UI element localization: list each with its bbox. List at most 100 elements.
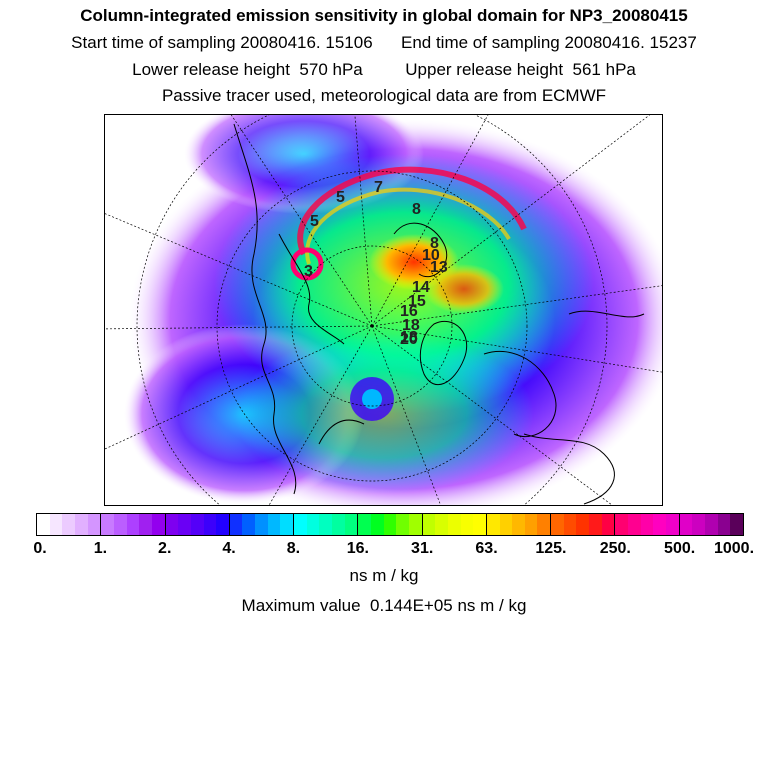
color-swatch [704,514,718,535]
tracer-info-line: Passive tracer used, meteorological data… [161,86,607,105]
color-swatch [486,514,500,535]
color-swatch [101,514,114,535]
color-swatch [396,514,409,535]
map-graphic: 5 7 8 5 8 10 13 3 14 15 16 18 18 20 [104,114,663,506]
color-swatch [203,514,217,535]
color-scale-segment [358,514,423,535]
color-scale-tick-label: 4. [222,540,236,557]
color-swatch [229,514,243,535]
color-scale-tick-label: 0. [33,540,47,557]
coastlines [233,123,645,505]
color-swatch [139,514,152,535]
color-swatch [165,514,179,535]
color-swatch [435,514,448,535]
color-scale-segment [229,514,295,535]
release-height-line: Lower release height 570 hPa Upper relea… [132,60,636,79]
color-swatch [717,514,731,535]
release-label: 8 [412,201,421,218]
color-swatch [473,514,486,535]
color-swatch [255,514,268,535]
color-swatch [49,514,63,535]
trajectory-band-inner [305,187,511,265]
map-frame [104,114,663,506]
release-label: 13 [430,259,448,276]
color-swatch [242,514,256,535]
release-label: 18 [402,317,420,334]
color-swatch [601,514,615,535]
color-swatch [319,514,333,535]
color-swatch [332,514,345,535]
hotspot-east [424,264,504,314]
graticule [104,114,663,506]
release-label: 5 [310,213,319,230]
sensitivity-map: 5 7 8 5 8 10 13 3 14 15 16 18 18 20 [104,114,663,506]
color-swatch [653,514,667,535]
color-scale-segment [615,514,680,535]
color-swatch [383,514,397,535]
color-swatch [589,514,602,535]
color-swatch [512,514,525,535]
color-scale-segment [551,514,616,535]
trajectory-band [297,166,527,256]
color-scale-segment [679,514,743,535]
color-swatch [151,514,165,535]
color-scale-bar [36,513,744,536]
color-swatch [344,514,358,535]
color-scale-tick-label: 1. [93,540,108,557]
release-label: 7 [374,179,383,196]
release-label: 20 [400,331,418,348]
color-scale-segment [294,514,359,535]
color-swatch [87,514,101,535]
color-swatch [666,514,679,535]
color-scale-tick-label: 2. [158,540,172,557]
release-label: 3 [304,263,313,280]
color-swatch [370,514,384,535]
map-title: Column-integrated emission sensitivity i… [80,6,688,25]
color-scale-segment [486,514,552,535]
color-scale-segment [165,514,230,535]
color-swatch [62,514,75,535]
color-swatch [576,514,590,535]
color-swatch [679,514,693,535]
color-scale-tick-label: 500. [664,540,696,557]
color-swatch [37,514,50,535]
color-swatch [563,514,577,535]
color-swatch [499,514,513,535]
color-swatch [640,514,654,535]
color-swatch [267,514,281,535]
color-scale-segment [37,514,102,535]
color-scale-tick-label: 16. [346,540,369,557]
color-swatch [730,514,743,535]
color-swatch [294,514,307,535]
color-scale-tick-label: 1000. [713,540,755,557]
color-swatch [447,514,461,535]
sampling-time-line: Start time of sampling 20080416. 15106 E… [71,33,697,52]
color-swatch [358,514,371,535]
color-swatch [306,514,320,535]
color-swatch [280,514,294,535]
release-label: 5 [336,189,345,206]
color-swatch [190,514,204,535]
color-swatch [113,514,127,535]
color-scale-segment [422,514,487,535]
color-scale-segment [101,514,166,535]
color-scale-tick-label: 8. [286,540,301,557]
color-swatch [126,514,140,535]
color-swatch [537,514,551,535]
color-swatch [74,514,88,535]
release-label: 14 [412,279,430,296]
release-label: 10 [422,247,440,264]
maximum-value-label: Maximum value 0.144E+05 ns m / kg [241,596,527,615]
color-scale-tick-label: 63. [475,540,498,557]
release-label: 18 [400,329,418,346]
color-swatch [692,514,705,535]
color-swatch [408,514,422,535]
blue-blob-core [362,389,382,409]
color-swatch [615,514,629,535]
color-scale-tick-label: 31. [411,540,434,557]
color-swatch [628,514,641,535]
color-scale-tick-label: 250. [599,540,631,557]
color-swatch [551,514,564,535]
release-label: 8 [430,235,439,252]
color-swatch [460,514,474,535]
